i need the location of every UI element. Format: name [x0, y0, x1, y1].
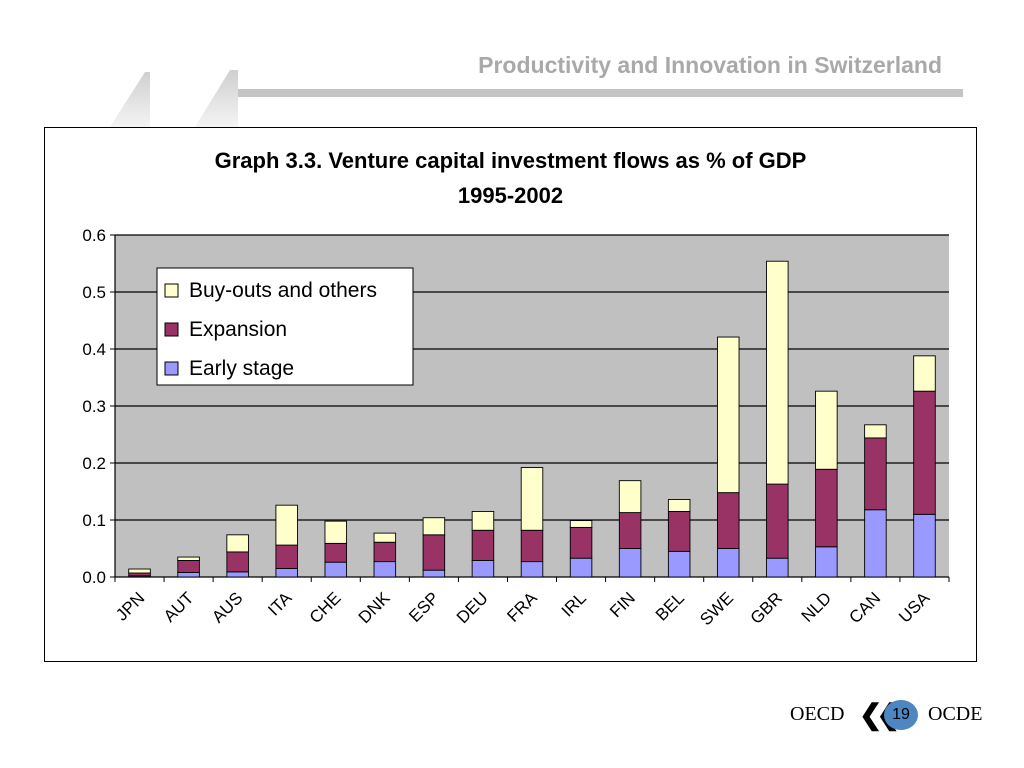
legend-label-buy-outs-and-others: Buy-outs and others [189, 279, 377, 302]
y-tick-label: 0.6 [82, 226, 106, 245]
bar-buy-outs-and-others-fin [618, 480, 642, 514]
y-tick-label: 0.4 [82, 340, 106, 359]
bar-buy-outs-and-others-ita [275, 504, 298, 546]
bar-early-stage-usa [913, 513, 936, 578]
legend-label-expansion: Expansion [189, 318, 287, 341]
bar-buy-outs-and-others-aut [177, 556, 200, 561]
bar-expansion-bel [667, 511, 691, 552]
legend-box [156, 267, 414, 386]
bar-buy-outs-and-others-usa [913, 355, 936, 392]
ocde-label: OCDE [928, 703, 983, 725]
bar-early-stage-ita [275, 568, 298, 578]
chart-title: Graph 3.3. Venture capital investment fl… [214, 148, 807, 173]
y-tick-label: 0.0 [82, 568, 106, 587]
bar-early-stage-fin [618, 548, 642, 578]
x-tick-label-che: CHE [306, 588, 345, 627]
x-tick-label-aus: AUS [208, 588, 246, 626]
bar-expansion-gbr [766, 483, 789, 559]
bar-buy-outs-and-others-gbr [766, 260, 789, 485]
bar-expansion-esp [422, 534, 446, 571]
bar-early-stage-aus [226, 571, 249, 578]
header-divider [238, 89, 963, 97]
x-tick-label-nld: NLD [798, 588, 835, 625]
bar-early-stage-dnk [373, 561, 397, 578]
bar-expansion-swe [716, 492, 740, 549]
bar-expansion-fra [520, 529, 544, 563]
page-number-badge: 19 [884, 700, 918, 730]
bar-buy-outs-and-others-fra [520, 467, 544, 531]
bar-buy-outs-and-others-jpn [128, 568, 151, 574]
x-tick-label-usa: USA [895, 588, 934, 627]
x-tick-label-deu: DEU [453, 588, 492, 627]
chart-frame: Graph 3.3. Venture capital investment fl… [44, 127, 977, 662]
bar-early-stage-aut [177, 571, 200, 578]
bar-buy-outs-and-others-aus [226, 534, 249, 553]
bar-expansion-usa [913, 390, 936, 515]
bar-early-stage-esp [422, 569, 446, 578]
bar-expansion-ita [275, 544, 298, 569]
bar-early-stage-fra [520, 561, 544, 578]
bar-buy-outs-and-others-irl [569, 520, 593, 528]
bar-expansion-nld [815, 468, 838, 548]
bar-expansion-fin [618, 512, 642, 549]
bar-buy-outs-and-others-can [864, 424, 887, 439]
bar-expansion-dnk [373, 541, 397, 563]
bar-expansion-che [324, 542, 348, 563]
chart-subtitle: 1995-2002 [457, 183, 564, 208]
bar-buy-outs-and-others-nld [815, 390, 838, 470]
x-tick-label-can: CAN [845, 588, 884, 627]
bar-early-stage-bel [667, 550, 691, 578]
x-tick-label-fra: FRA [503, 588, 541, 626]
x-tick-label-gbr: GBR [747, 588, 786, 627]
bar-expansion-deu [471, 529, 495, 561]
x-tick-label-jpn: JPN [112, 588, 148, 624]
bar-early-stage-irl [569, 557, 593, 578]
bar-expansion-irl [569, 526, 593, 559]
legend-swatch-expansion [164, 322, 179, 337]
bar-early-stage-can [864, 509, 887, 578]
x-tick-label-aut: AUT [160, 588, 197, 625]
bar-expansion-aut [177, 560, 200, 573]
legend-swatch-early-stage [164, 361, 179, 376]
oecd-label: OECD [790, 703, 845, 725]
bar-early-stage-swe [716, 548, 740, 578]
y-tick-label: 0.5 [82, 283, 106, 302]
bar-buy-outs-and-others-swe [716, 336, 740, 494]
x-tick-label-bel: BEL [652, 588, 688, 624]
x-tick-label-dnk: DNK [355, 588, 394, 627]
stacked-bar-chart: 0.0 0.1 0.2 0.3 0.4 0.5 0.6 JPN AUT AUS ITA CHE DNK E… [82, 226, 950, 629]
bar-early-stage-nld [815, 546, 838, 578]
bar-buy-outs-and-others-che [324, 520, 348, 544]
page-header-title: Productivity and Innovation in Switzerla… [478, 52, 942, 78]
x-tick-label-fin: FIN [606, 588, 639, 621]
y-tick-label: 0.2 [82, 454, 106, 473]
decorative-slash-shapes [110, 70, 238, 127]
bar-expansion-can [864, 437, 887, 511]
y-tick-label: 0.1 [82, 511, 106, 530]
legend-label-early-stage: Early stage [189, 357, 294, 380]
x-tick-label-esp: ESP [405, 588, 442, 625]
bar-early-stage-gbr [766, 557, 789, 578]
x-tick-label-swe: SWE [696, 588, 737, 629]
bar-buy-outs-and-others-bel [667, 499, 691, 512]
bar-buy-outs-and-others-dnk [373, 532, 397, 543]
bar-expansion-aus [226, 551, 249, 573]
x-tick-label-ita: ITA [264, 588, 296, 620]
bar-buy-outs-and-others-esp [422, 517, 446, 536]
bar-buy-outs-and-others-deu [471, 511, 495, 531]
y-tick-label: 0.3 [82, 397, 106, 416]
legend-swatch-buy-outs-and-others [164, 283, 179, 298]
bar-early-stage-che [324, 561, 348, 578]
x-tick-label-irl: IRL [558, 588, 590, 620]
bar-early-stage-deu [471, 560, 495, 578]
